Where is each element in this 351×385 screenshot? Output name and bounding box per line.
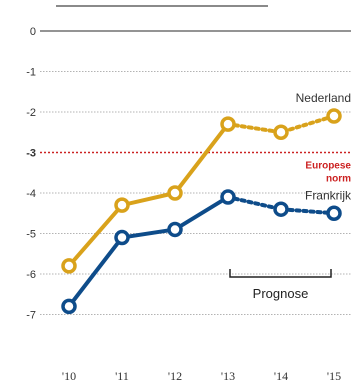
data-point: [220, 116, 236, 132]
x-tick-label: '14: [274, 369, 288, 383]
y-tick-label: -3: [26, 148, 36, 160]
data-point: [61, 258, 77, 274]
data-point: [114, 197, 130, 213]
reference-label-line-2: norm: [326, 174, 351, 185]
prognose-bracket: [229, 269, 332, 278]
data-point: [114, 229, 130, 246]
x-tick-label: '10: [62, 369, 76, 383]
y-tick-label: -6: [26, 269, 36, 281]
y-tick-label: -2: [26, 107, 36, 119]
prognose-label: Prognose: [253, 286, 309, 301]
x-tick-label: '12: [168, 369, 182, 383]
y-tick-label: -1: [26, 67, 36, 79]
data-point: [220, 189, 236, 205]
y-tick-label: -7: [26, 310, 36, 322]
y-tick-label: 0: [30, 26, 36, 38]
x-tick-label: '13: [221, 369, 235, 383]
series-label: Frankrijk: [305, 188, 351, 202]
series-label: Nederland: [296, 91, 351, 105]
data-point: [326, 108, 342, 124]
data-point: [326, 205, 342, 221]
x-tick-label: '11: [115, 369, 129, 383]
series-line-actual: [67, 122, 230, 268]
reference-label-line-1: Europese: [305, 161, 351, 172]
data-point: [273, 124, 289, 140]
x-tick-label: '15: [327, 369, 341, 383]
data-point: [273, 201, 289, 217]
y-tick-label: -4: [26, 188, 36, 200]
series-line-actual: [67, 195, 230, 308]
y-tick-label: -5: [26, 229, 36, 241]
data-point: [167, 185, 183, 201]
data-point: [167, 221, 183, 238]
data-point: [61, 298, 77, 315]
